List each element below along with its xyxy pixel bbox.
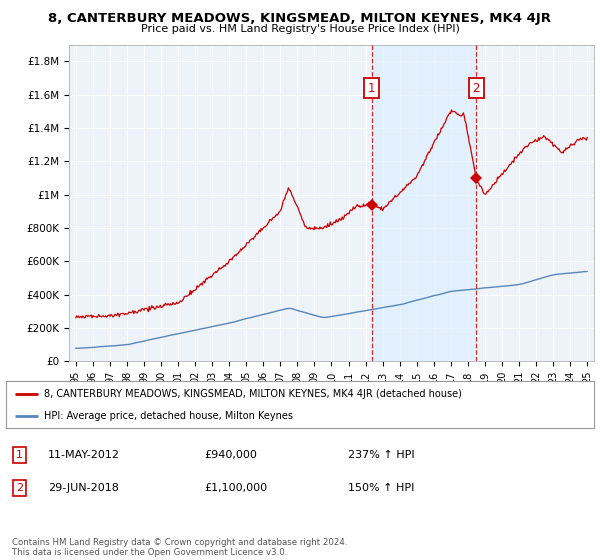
Text: 1: 1 (368, 82, 376, 95)
Text: 237% ↑ HPI: 237% ↑ HPI (348, 450, 415, 460)
Text: Contains HM Land Registry data © Crown copyright and database right 2024.
This d: Contains HM Land Registry data © Crown c… (12, 538, 347, 557)
Text: 150% ↑ HPI: 150% ↑ HPI (348, 483, 415, 493)
Text: HPI: Average price, detached house, Milton Keynes: HPI: Average price, detached house, Milt… (44, 410, 293, 421)
Text: £940,000: £940,000 (204, 450, 257, 460)
Text: 8, CANTERBURY MEADOWS, KINGSMEAD, MILTON KEYNES, MK4 4JR (detached house): 8, CANTERBURY MEADOWS, KINGSMEAD, MILTON… (44, 389, 462, 399)
Text: 2: 2 (472, 82, 480, 95)
Text: 29-JUN-2018: 29-JUN-2018 (48, 483, 119, 493)
Text: 11-MAY-2012: 11-MAY-2012 (48, 450, 120, 460)
Text: 2: 2 (16, 483, 23, 493)
Text: 8, CANTERBURY MEADOWS, KINGSMEAD, MILTON KEYNES, MK4 4JR: 8, CANTERBURY MEADOWS, KINGSMEAD, MILTON… (49, 12, 551, 25)
Text: 1: 1 (16, 450, 23, 460)
Bar (372, 45, 476, 361)
Text: Price paid vs. HM Land Registry's House Price Index (HPI): Price paid vs. HM Land Registry's House … (140, 24, 460, 34)
Text: £1,100,000: £1,100,000 (204, 483, 267, 493)
